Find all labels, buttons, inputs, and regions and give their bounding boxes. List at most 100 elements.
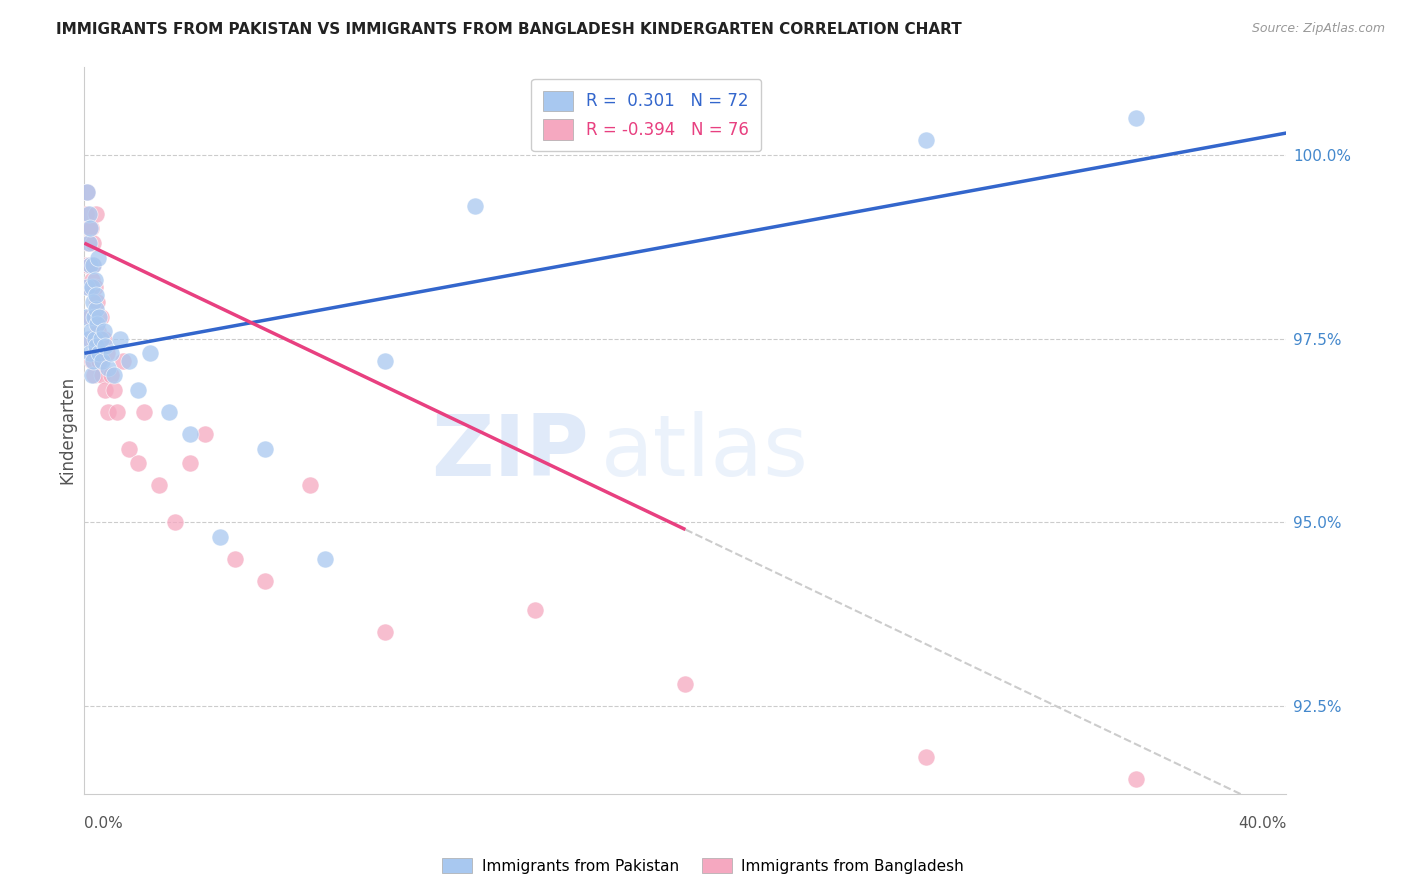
Point [97,361,120,376]
Point [524,603,547,617]
Point [374,353,396,368]
Point [80,324,103,338]
Point [82,332,104,346]
Point [163,515,186,529]
Point [194,427,217,442]
Point [103,383,125,397]
Point [97,405,120,419]
Text: ZIP: ZIP [432,410,589,493]
Point [87,251,110,265]
Text: 0.0%: 0.0% [84,816,124,831]
Point [94,339,117,353]
Point [208,530,231,544]
Point [86,346,108,360]
Point [89,346,111,360]
Point [76,185,98,199]
Y-axis label: Kindergarten: Kindergarten [58,376,76,484]
Point [79,258,101,272]
Point [77,221,100,235]
Point [82,353,104,368]
Point [90,310,112,324]
Point [79,310,101,324]
Point [75,207,97,221]
Point [179,457,201,471]
Point [80,273,103,287]
Point [118,353,141,368]
Point [253,442,276,456]
Point [100,368,122,383]
Point [915,750,938,764]
Point [127,383,149,397]
Point [148,478,170,492]
Point [96,346,118,360]
Point [83,280,105,294]
Point [82,258,104,272]
Point [298,478,321,492]
Point [179,427,201,442]
Point [79,332,101,346]
Point [93,324,115,338]
Point [86,294,108,309]
Point [76,280,98,294]
Point [80,368,103,383]
Point [1125,112,1147,126]
Point [82,236,104,251]
Point [79,346,101,360]
Point [314,552,336,566]
Point [86,339,108,353]
Point [80,353,103,368]
Point [77,280,100,294]
Point [110,332,132,346]
Point [127,457,149,471]
Point [87,324,110,338]
Point [94,383,117,397]
Point [79,221,101,235]
Point [83,273,105,287]
Point [100,346,122,360]
Point [93,332,115,346]
Point [134,405,156,419]
Point [89,310,111,324]
Text: Source: ZipAtlas.com: Source: ZipAtlas.com [1251,22,1385,36]
Point [1125,772,1147,787]
Point [79,258,101,272]
Point [83,310,105,324]
Text: IMMIGRANTS FROM PAKISTAN VS IMMIGRANTS FROM BANGLADESH KINDERGARTEN CORRELATION : IMMIGRANTS FROM PAKISTAN VS IMMIGRANTS F… [56,22,962,37]
Point [84,302,107,317]
Legend: Immigrants from Pakistan, Immigrants from Bangladesh: Immigrants from Pakistan, Immigrants fro… [436,852,970,880]
Text: 40.0%: 40.0% [1239,816,1286,831]
Point [86,317,108,331]
Point [76,185,98,199]
Point [90,332,112,346]
Point [82,294,104,309]
Point [91,353,114,368]
Point [89,353,111,368]
Point [103,368,125,383]
Point [76,258,98,272]
Point [75,310,97,324]
Point [86,287,108,301]
Point [77,207,100,221]
Text: atlas: atlas [602,410,810,493]
Point [139,346,162,360]
Point [112,353,135,368]
Point [91,368,114,383]
Point [83,310,105,324]
Point [80,221,103,235]
Point [82,258,104,272]
Point [77,332,100,346]
Point [157,405,180,419]
Point [77,236,100,251]
Point [224,552,246,566]
Point [84,207,107,221]
Point [374,625,396,640]
Point [675,677,697,691]
Point [464,199,486,213]
Point [77,236,100,251]
Point [83,368,105,383]
Point [915,133,938,147]
Point [107,405,129,419]
Point [83,332,105,346]
Point [80,280,103,294]
Point [253,574,276,588]
